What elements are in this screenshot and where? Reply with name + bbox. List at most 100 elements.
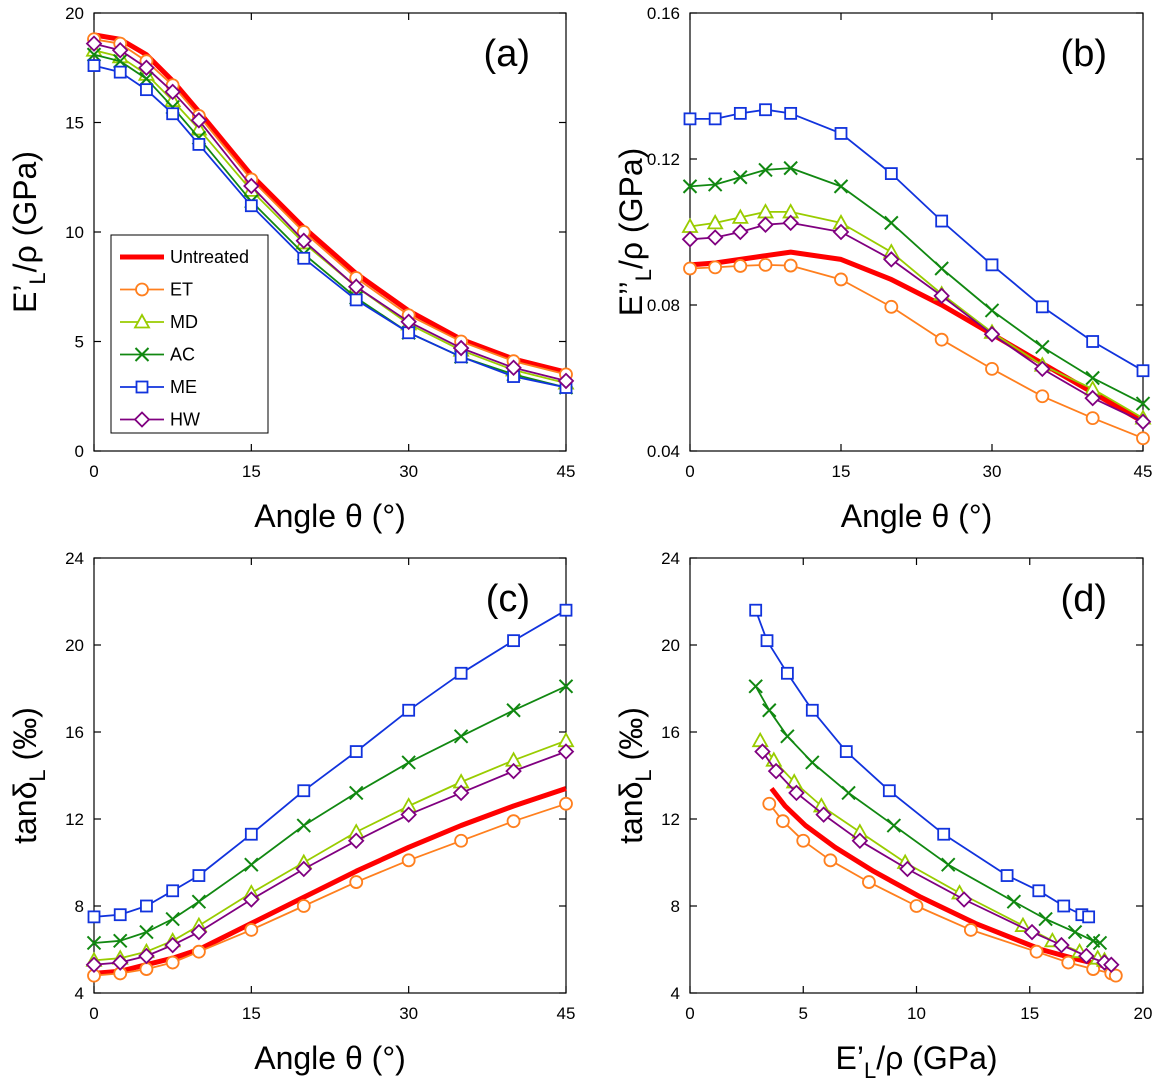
series-line <box>754 685 1101 944</box>
data-point <box>780 666 794 680</box>
y-tick-label: 12 <box>65 810 84 829</box>
data-point <box>862 875 876 889</box>
x-tick-label: 45 <box>557 1004 576 1023</box>
x-tick-label: 20 <box>1134 1004 1153 1023</box>
data-point <box>297 784 311 798</box>
data-point <box>86 935 102 951</box>
x-tick-label: 30 <box>983 462 1002 481</box>
series-et <box>762 796 1123 983</box>
y-tick-label: 4 <box>671 984 680 1003</box>
data-point <box>559 603 573 617</box>
data-point <box>1085 411 1100 426</box>
data-point <box>832 223 850 241</box>
data-point <box>1053 936 1070 954</box>
data-point <box>1085 370 1100 386</box>
data-point <box>884 299 899 314</box>
data-point <box>955 891 973 908</box>
legend-label: AC <box>170 345 195 365</box>
data-point <box>983 325 1001 343</box>
series-et <box>87 796 573 983</box>
x-tick-label: 15 <box>832 462 851 481</box>
data-point <box>452 784 470 802</box>
data-point <box>113 65 127 79</box>
data-point <box>775 814 790 829</box>
data-point <box>984 303 1000 318</box>
data-point <box>349 875 364 889</box>
data-point <box>400 313 417 331</box>
data-point <box>1023 923 1041 941</box>
data-point <box>243 891 260 908</box>
data-point <box>295 232 313 250</box>
series-line <box>759 740 1105 962</box>
data-point <box>784 106 798 120</box>
panel-a: 0 15 30 45 0 5 10 15 20 Angle θ (°) E’L/ρ (GPa) (a)… <box>7 4 575 534</box>
panel-label: (b) <box>1061 33 1107 75</box>
series-me <box>683 103 1150 378</box>
x-tick-label: 45 <box>1134 462 1153 481</box>
data-point <box>113 908 127 922</box>
data-point <box>1084 389 1101 407</box>
data-point <box>886 818 902 833</box>
data-point <box>347 278 365 296</box>
series-hw <box>85 743 575 973</box>
data-point <box>164 83 181 101</box>
data-point <box>349 293 363 307</box>
legend-label: HW <box>170 410 200 430</box>
series-md <box>85 731 575 967</box>
panel-b: 0 15 30 45 0.04 0.08 0.12 0.16 Angle θ (°) E’’L/ρ… <box>613 4 1152 534</box>
data-point <box>707 177 723 192</box>
data-point <box>732 223 749 241</box>
y-tick-label: 0.04 <box>647 442 680 461</box>
data-point <box>783 258 798 273</box>
data-point <box>244 827 258 841</box>
data-point <box>884 215 899 231</box>
y-tick-label: 20 <box>65 636 84 655</box>
series-hw <box>754 743 1120 973</box>
x-tick-label: 0 <box>685 462 694 481</box>
data-point <box>909 899 924 913</box>
data-point <box>933 287 950 305</box>
data-point <box>165 911 180 927</box>
data-point <box>767 762 785 780</box>
y-tick-label: 24 <box>661 549 680 568</box>
data-point <box>841 785 856 801</box>
data-point <box>782 214 799 232</box>
data-point <box>190 923 208 941</box>
y-axis-label: E’’L/ρ (GPa) <box>613 148 656 317</box>
series-line <box>93 609 567 918</box>
data-point <box>805 755 820 770</box>
data-point <box>941 857 956 872</box>
legend-item-hw: HW <box>120 410 200 430</box>
data-point <box>805 703 819 717</box>
y-tick-label: 0 <box>75 442 84 461</box>
data-point <box>749 603 763 617</box>
data-point <box>1032 884 1046 898</box>
panel-d: 0 5 10 15 20 4 8 12 16 20 24 E’L/ρ (GPa) tanδL (‰) (d… <box>613 549 1152 1083</box>
data-point <box>454 833 469 848</box>
x-tick-label: 30 <box>399 462 418 481</box>
data-point <box>754 743 771 760</box>
legend-item-md: MD <box>120 312 198 332</box>
panel-c: 0 15 30 45 4 8 12 16 20 24 Angle θ (°) tanδL (‰) (c) <box>7 549 575 1076</box>
data-point <box>1029 944 1044 959</box>
series-ac <box>682 160 1151 411</box>
data-point <box>87 59 101 72</box>
data-point <box>453 729 469 744</box>
data-point <box>934 332 949 347</box>
data-point <box>706 229 724 246</box>
data-point <box>899 860 916 878</box>
data-point <box>191 894 207 909</box>
data-point <box>708 112 722 126</box>
data-point <box>1082 910 1096 924</box>
plot-frame <box>689 12 1144 452</box>
y-tick-label: 0.08 <box>647 296 680 315</box>
data-point <box>349 745 363 758</box>
data-point <box>296 899 311 913</box>
data-point <box>783 160 798 176</box>
y-tick-label: 16 <box>65 723 84 742</box>
x-tick-label: 15 <box>242 1004 261 1023</box>
x-tick-label: 30 <box>399 1004 418 1023</box>
x-axis-label: Angle θ (°) <box>254 498 406 534</box>
data-point <box>780 729 795 744</box>
